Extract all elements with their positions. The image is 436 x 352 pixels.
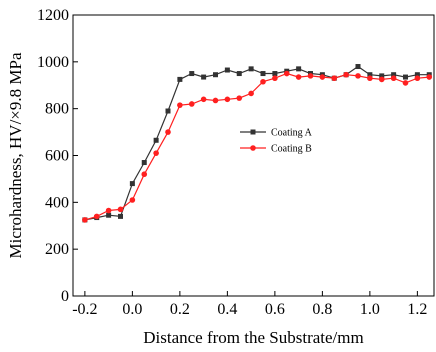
x-tick-label: 0.0 bbox=[122, 301, 142, 318]
series-line bbox=[84, 65, 430, 221]
data-point bbox=[129, 197, 136, 203]
data-point bbox=[189, 71, 195, 77]
data-point bbox=[201, 74, 207, 80]
data-point bbox=[141, 160, 147, 166]
data-point bbox=[355, 73, 361, 79]
x-tick-label: 1.2 bbox=[407, 301, 427, 318]
legend: Coating A Coating B bbox=[240, 128, 313, 155]
legend-label: Coating B bbox=[271, 144, 312, 155]
data-point bbox=[414, 75, 421, 82]
data-point bbox=[153, 150, 159, 156]
x-tick-label: 0.6 bbox=[265, 301, 285, 318]
data-point bbox=[188, 101, 195, 107]
axis-ticks: 0 200 400 600 800 1000 1200 -0.2 0.0 0.2 0.4 0.6 0.8… bbox=[37, 7, 427, 318]
x-tick-label: 0.4 bbox=[217, 301, 237, 318]
data-point bbox=[117, 206, 124, 213]
data-point bbox=[283, 70, 290, 77]
data-point bbox=[272, 71, 278, 77]
data-point bbox=[165, 108, 171, 114]
plot-frame bbox=[72, 14, 435, 297]
data-point bbox=[248, 90, 254, 97]
y-tick-label: 1000 bbox=[37, 54, 69, 71]
legend-marker bbox=[250, 145, 256, 151]
data-point bbox=[378, 76, 385, 83]
y-axis-label: Microhardness, HV/×9.8 MPa bbox=[6, 52, 25, 258]
data-point bbox=[296, 66, 302, 72]
data-point bbox=[391, 72, 397, 78]
data-point bbox=[319, 74, 326, 80]
data-point bbox=[426, 74, 433, 80]
data-point bbox=[236, 95, 243, 101]
series-line bbox=[84, 72, 430, 221]
data-point bbox=[118, 213, 123, 219]
data-point bbox=[331, 75, 338, 82]
data-point bbox=[177, 76, 183, 82]
data-point bbox=[224, 96, 231, 103]
data-point bbox=[224, 67, 230, 73]
series-layer bbox=[82, 64, 433, 223]
data-point bbox=[390, 75, 397, 82]
data-point bbox=[177, 102, 183, 108]
data-point bbox=[343, 71, 349, 78]
data-point bbox=[367, 72, 373, 78]
legend-label: Coating A bbox=[271, 128, 313, 139]
y-tick-label: 0 bbox=[61, 288, 69, 305]
data-point bbox=[260, 71, 266, 77]
data-point bbox=[213, 72, 218, 78]
data-point bbox=[236, 71, 242, 77]
data-point bbox=[402, 80, 409, 86]
data-point bbox=[414, 72, 420, 78]
data-point bbox=[165, 129, 171, 135]
y-tick-label: 400 bbox=[45, 194, 69, 211]
plot-area bbox=[72, 14, 435, 297]
data-point bbox=[82, 217, 88, 223]
y-tick-label: 1200 bbox=[37, 7, 69, 24]
data-point bbox=[141, 171, 148, 178]
data-point bbox=[153, 137, 159, 143]
x-tick-label: 1.0 bbox=[360, 301, 380, 318]
data-point bbox=[367, 75, 373, 82]
data-point bbox=[200, 96, 207, 103]
data-point bbox=[93, 213, 100, 220]
series-coating-b bbox=[82, 70, 433, 223]
x-tick-label: 0.2 bbox=[170, 301, 190, 318]
data-point bbox=[248, 66, 254, 72]
data-point bbox=[272, 75, 278, 82]
y-tick-label: 800 bbox=[45, 101, 69, 118]
data-point bbox=[260, 78, 266, 85]
data-point bbox=[106, 212, 112, 218]
data-point bbox=[307, 73, 314, 79]
data-point bbox=[129, 181, 135, 187]
data-point bbox=[379, 73, 385, 79]
legend-marker bbox=[250, 129, 256, 135]
data-point bbox=[403, 74, 408, 80]
data-point bbox=[295, 74, 302, 80]
y-tick-label: 200 bbox=[45, 241, 69, 258]
data-point bbox=[105, 207, 112, 214]
x-tick-label: -0.2 bbox=[72, 301, 97, 318]
x-axis-label: Distance from the Substrate/mm bbox=[143, 328, 363, 347]
data-point bbox=[212, 97, 219, 104]
x-tick-label: 0.8 bbox=[312, 301, 332, 318]
data-point bbox=[355, 64, 361, 70]
y-tick-label: 600 bbox=[45, 148, 69, 165]
